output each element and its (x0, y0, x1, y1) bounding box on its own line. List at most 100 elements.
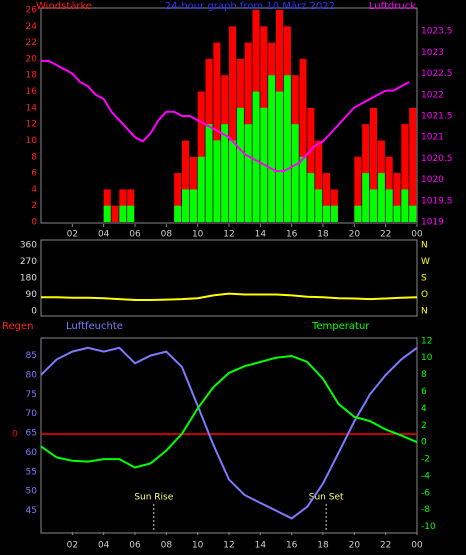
bar (119, 205, 127, 222)
x-tick-label: 10 (192, 230, 204, 240)
y2-tick-label: -6 (421, 488, 430, 498)
y-tick-label: 55 (26, 467, 37, 477)
bar (103, 205, 111, 222)
bar (213, 42, 221, 222)
legend-humidity: Luftfeuchte (66, 321, 123, 332)
line (41, 292, 418, 301)
rain-label: Regen (2, 321, 34, 332)
bar (401, 124, 409, 222)
x-tick-label: 16 (286, 541, 298, 551)
y-axis-label: Windstärke (36, 1, 92, 12)
line (40, 354, 418, 469)
bar (315, 189, 323, 222)
bar (307, 173, 315, 222)
y2-tick-label: 1020.5 (421, 154, 453, 164)
bar (174, 173, 182, 222)
line (41, 59, 410, 173)
y-tick-label: 4 (31, 185, 37, 195)
y-tick-label: 0 (31, 307, 37, 317)
y-tick-label: 26 (26, 6, 38, 16)
bar (244, 124, 252, 222)
y-tick-label: 45 (26, 506, 37, 516)
y2-tick-label: 4 (421, 404, 427, 414)
bar (229, 140, 237, 222)
x-tick-label: 16 (286, 230, 298, 240)
x-tick-label: 08 (161, 541, 173, 551)
bar (409, 107, 417, 222)
bar (401, 189, 409, 222)
bar (409, 205, 417, 222)
y2-tick-label: N (421, 307, 428, 317)
y2-tick-label: -8 (421, 505, 430, 515)
y-tick-label: 70 (26, 409, 38, 419)
bar (236, 107, 244, 222)
bar (283, 75, 291, 222)
y-tick-label: 360 (20, 241, 37, 251)
y2-tick-label: 0 (421, 438, 427, 448)
annotation: Sun Set (309, 493, 344, 503)
annotation: Sun Rise (134, 493, 173, 503)
bar (213, 140, 221, 222)
y2-tick-label: 1021.5 (421, 112, 453, 122)
bar (370, 189, 378, 222)
x-tick-label: 22 (380, 541, 391, 551)
y-tick-label: 65 (26, 429, 37, 439)
y-tick-label: 6 (31, 169, 37, 179)
x-tick-label: 02 (67, 541, 78, 551)
y2-tick-label: O (421, 290, 428, 300)
bar (299, 156, 307, 222)
y-tick-label: 75 (26, 390, 37, 400)
y-tick-label: 0 (31, 218, 37, 228)
y2-tick-label: 1022.5 (421, 69, 453, 79)
bar (229, 26, 237, 222)
bar (307, 107, 315, 222)
bar (393, 205, 401, 222)
y2-tick-label: S (421, 274, 427, 284)
bar (252, 91, 260, 223)
x-tick-label: 18 (317, 541, 329, 551)
y-tick-label: 22 (26, 38, 37, 48)
y2-tick-label: 2 (421, 421, 427, 431)
y2-tick-label: 1023 (421, 48, 444, 58)
y-tick-label: 16 (26, 87, 38, 97)
y2-tick-label: N (421, 241, 428, 251)
panel-frame (40, 337, 418, 534)
y-tick-label: 8 (31, 152, 37, 162)
y-tick-label: 10 (26, 136, 38, 146)
y2-tick-label: 1020 (421, 175, 444, 185)
bar (323, 205, 331, 222)
y-tick-label: 24 (26, 22, 38, 32)
y2-tick-label: 6 (421, 387, 427, 397)
y-tick-label: 60 (26, 448, 38, 458)
bar (330, 205, 338, 222)
bar (299, 58, 307, 222)
rain-tick-label: 0 (12, 430, 18, 440)
y2-tick-label: 1022 (421, 90, 444, 100)
bar (182, 189, 190, 222)
x-tick-label: 14 (255, 230, 267, 240)
bar (393, 173, 401, 222)
bar (127, 205, 135, 222)
bar (205, 124, 213, 222)
bar (377, 173, 385, 222)
y-tick-label: 80 (26, 370, 38, 380)
x-tick-label: 06 (129, 230, 141, 240)
bar (189, 189, 197, 222)
bar (221, 124, 229, 222)
x-tick-label: 04 (98, 230, 110, 240)
bar (276, 91, 284, 223)
y-tick-label: 18 (26, 71, 38, 81)
x-tick-label: 20 (349, 230, 361, 240)
bar (197, 156, 205, 222)
bar (111, 205, 119, 222)
x-tick-label: 06 (129, 541, 141, 551)
x-tick-label: 02 (67, 230, 78, 240)
bar (323, 173, 331, 222)
chart-title: 24-hour graph from 10 März 2022 (165, 1, 335, 12)
y2-tick-label: -4 (421, 471, 430, 481)
x-tick-label: 08 (161, 230, 173, 240)
bar (315, 140, 323, 222)
y-tick-label: 270 (20, 257, 37, 267)
